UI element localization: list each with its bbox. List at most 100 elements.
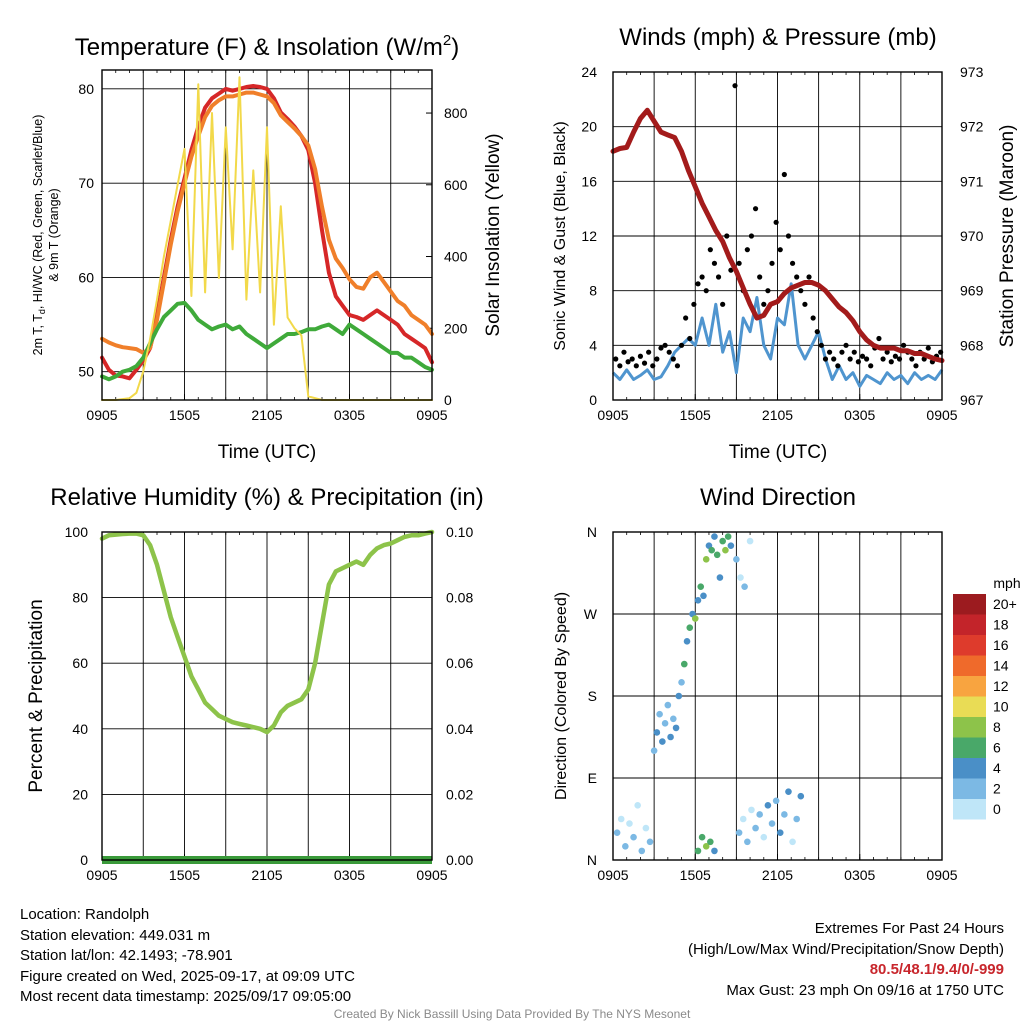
plot-border [101,69,433,401]
y-right-tick-label: 0 [444,392,452,408]
x-tick-label: 0905 [416,407,447,423]
direction-point [646,838,654,846]
direction-point [735,829,743,836]
temp-plot-area: 0905 1505 2105 0305 090550607080020040060080… [78,69,468,423]
gust-point [769,260,775,266]
gust-point [789,260,796,266]
y-tick-label: N [587,524,597,540]
y-tick-label: 50 [78,364,94,380]
direction-point [719,537,726,545]
y-tick-label: S [588,688,597,704]
colorbar-unit: mph [993,575,1020,591]
direction-point [656,710,663,718]
direction-point [746,537,754,545]
gust-point [621,349,627,355]
temp-panel: Temperature (F) & Insolation (W/m2) 0905… [31,32,504,463]
elevation-text: Station elevation: 449.031 m [20,926,211,944]
wind-ylabel: Sonic Wind & Gust (Blue, Black) [552,121,569,350]
y-tick-label: 80 [78,81,94,97]
wind-ylabel-right: Station Pressure (Maroon) [997,125,1018,348]
y-tick-label: 60 [78,269,94,285]
temp-ylabel-right: Solar Insolation (Yellow) [483,133,504,336]
direction-point [642,824,650,832]
dir-panel: Wind Direction 0905 1505 2105 0305 0905NESWN… [553,484,1021,883]
direction-point [613,829,621,836]
gust-point [658,345,664,351]
y-tick-label: 4 [589,337,597,353]
gust-point [896,356,903,362]
direction-point [716,574,724,581]
gust-point [822,356,829,362]
gust-point [781,171,787,178]
gust-point [851,349,857,355]
direction-point [707,838,714,846]
direction-point [739,815,747,823]
colorbar-label: 4 [993,760,1001,776]
direction-point [797,792,805,800]
gust-point [806,274,812,280]
gust-point [794,274,800,280]
colorbar: mph 20+ 18 16 14 12 10 8 6 4 2 0 [953,575,1021,820]
series-line [611,282,944,388]
y-tick-label: 8 [589,283,597,299]
y-tick-label: 60 [72,655,88,671]
x-tick-label: 0905 [597,407,628,423]
series-line [610,107,945,364]
location-text: Location: Randolph [20,906,150,923]
direction-point [700,592,707,600]
gust-point [757,274,763,280]
y-tick-label: 100 [65,524,89,540]
direction-point [768,820,776,827]
colorbar-swatch [953,655,986,676]
direction-point [711,533,718,540]
x-tick-label: 2105 [251,867,282,883]
direction-point [702,843,710,850]
gust-point [728,267,734,273]
recent-data-text: Most recent data timestamp: 2025/09/17 0… [20,988,352,1005]
direction-point [622,843,629,850]
colorbar-swatch [953,676,986,697]
gust-point [724,233,730,239]
direction-point [760,833,768,841]
y-tick-label: 20 [581,119,597,135]
temp-title: Temperature (F) & Insolation (W/m2) [75,32,459,61]
gust-point [699,274,705,280]
y-right-tick-label: 971 [960,173,984,189]
gust-point [785,233,792,239]
direction-point [785,788,792,795]
colorbar-swatch [953,799,986,820]
y-right-tick-label: 800 [444,105,468,121]
y-right-tick-label: 0.04 [446,721,473,737]
y-tick-label: 24 [581,64,597,80]
direction-point [661,720,669,727]
direction-point [691,615,699,622]
colorbar-swatch [953,737,986,758]
direction-point [737,574,744,581]
gust-point [617,363,623,369]
y-tick-label: W [584,606,598,622]
gust-point [720,301,726,307]
direction-point [694,847,702,855]
direction-point [776,829,784,836]
direction-point [708,546,715,554]
gust-point [765,288,771,294]
y-tick-label: 12 [581,228,597,244]
wind-panel: Winds (mph) & Pressure (mb) 0905 1505 2105… [552,24,1018,463]
gust-point [884,349,890,355]
direction-point [713,551,721,559]
direction-point [711,847,718,855]
direction-point [694,597,702,604]
direction-point [664,701,672,709]
y-tick-label: 0 [589,392,597,408]
colorbar-label: 8 [993,719,1001,735]
gust-point [847,356,853,362]
y-right-tick-label: 400 [444,249,468,265]
y-right-tick-label: 970 [960,228,984,244]
temp-ylabel: 2m T, Td, HI/WC (Red, Green, Scarlet/Blu… [31,115,47,356]
x-tick-label: 0305 [844,867,875,883]
colorbar-swatch [953,778,986,799]
gust-point [748,233,755,239]
gust-point [859,353,866,359]
x-tick-label: 0305 [844,407,875,423]
